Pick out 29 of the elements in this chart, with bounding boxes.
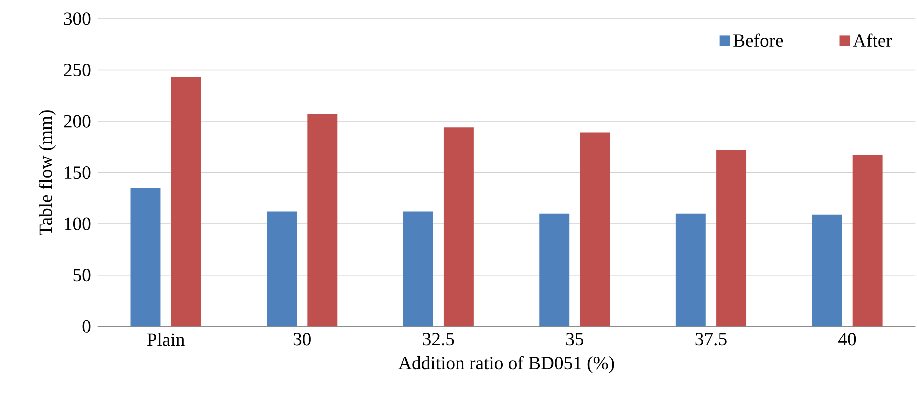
x-tick-label: 37.5 xyxy=(696,333,727,346)
bar xyxy=(676,214,706,327)
y-tick-label: 150 xyxy=(65,166,91,180)
legend-label: After xyxy=(853,34,892,48)
x-tick-label: 35 xyxy=(566,333,584,346)
bar xyxy=(580,133,610,327)
legend-label: Before xyxy=(734,34,784,48)
bar xyxy=(403,212,434,327)
y-tick-label: 50 xyxy=(74,269,91,282)
y-tick-label: 100 xyxy=(65,218,91,231)
y-tick-label: 300 xyxy=(64,12,91,26)
x-tick-label: 30 xyxy=(294,333,311,346)
y-tick-label: 250 xyxy=(64,64,91,77)
bar xyxy=(308,114,338,327)
bar xyxy=(171,78,202,327)
bar xyxy=(444,128,474,327)
x-tick-label: Plain xyxy=(147,333,185,346)
y-tick-label: 200 xyxy=(64,115,91,128)
x-tick-label: 32.5 xyxy=(423,333,454,346)
bar xyxy=(267,212,298,327)
x-tick-label: 40 xyxy=(838,333,856,346)
y-tick-label: 0 xyxy=(82,320,91,334)
x-axis-title: Addition ratio of BD051 (%) xyxy=(398,356,614,374)
bar xyxy=(540,214,570,327)
bar xyxy=(852,156,883,327)
bar xyxy=(130,188,161,327)
bar xyxy=(812,215,842,327)
bar xyxy=(716,150,747,327)
y-axis-title: Table flow (mm) xyxy=(38,110,56,236)
